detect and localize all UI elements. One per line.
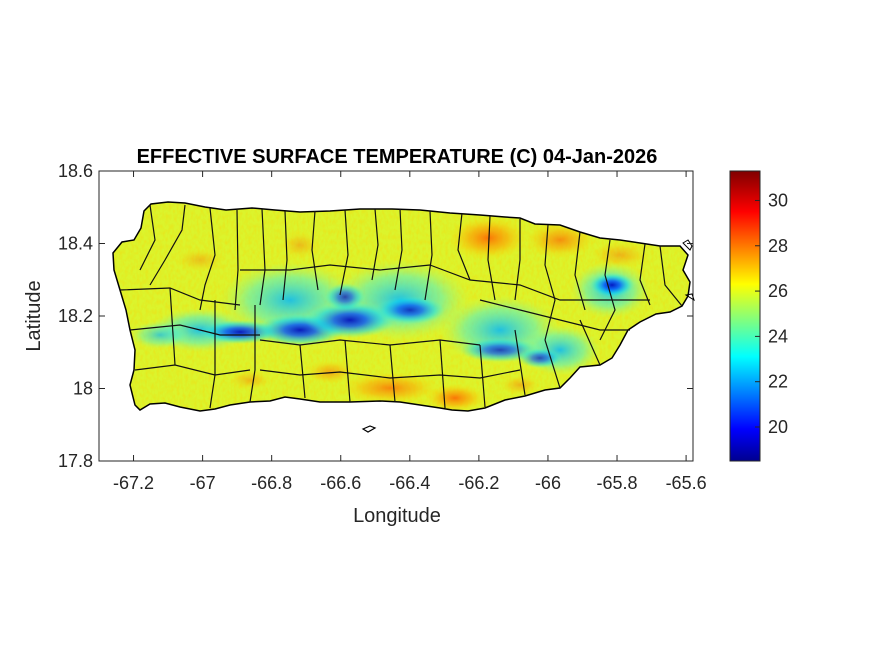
caja-de-muertos-islet (361, 425, 377, 433)
colorbar-tick-label: 24 (768, 326, 788, 346)
northeast-islet (682, 239, 693, 251)
colorbar-tick-label: 30 (768, 190, 788, 210)
municipal-boundaries (119, 204, 683, 409)
x-tick-label: -65.6 (666, 473, 707, 493)
east-islet (684, 293, 695, 302)
y-axis-label: Latitude (23, 280, 45, 351)
y-tick-label: 18.2 (58, 306, 93, 326)
x-tick-label: -66.8 (251, 473, 292, 493)
x-tick-label: -65.8 (597, 473, 638, 493)
y-tick-label: 18.6 (58, 161, 93, 181)
colorbar-tick-label: 26 (768, 281, 788, 301)
colorbar-tick-label: 20 (768, 417, 788, 437)
x-tick-label: -66 (535, 473, 561, 493)
x-axis: -67.2 -67 -66.8 -66.6 -66.4 -66.2 -66 -65.8 -65.… (113, 171, 707, 493)
y-tick-label: 18 (73, 379, 93, 399)
x-tick-label: -67.2 (113, 473, 154, 493)
x-tick-label: -66.2 (458, 473, 499, 493)
colorbar (729, 170, 761, 462)
chart-title: EFFECTIVE SURFACE TEMPERATURE (C) 04-Jan… (137, 146, 658, 168)
y-tick-label: 17.8 (58, 451, 93, 471)
x-tick-label: -66.6 (320, 473, 361, 493)
y-axis: 17.8 18 18.2 18.4 18.6 (58, 161, 693, 471)
x-tick-label: -67 (190, 473, 216, 493)
colorbar-tick-label: 28 (768, 236, 788, 256)
colorbar-ticks: 20 22 24 26 28 30 (755, 190, 788, 437)
x-tick-label: -66.4 (389, 473, 430, 493)
x-axis-label: Longitude (353, 505, 441, 527)
y-tick-label: 18.4 (58, 234, 93, 254)
colorbar-tick-label: 22 (768, 372, 788, 392)
